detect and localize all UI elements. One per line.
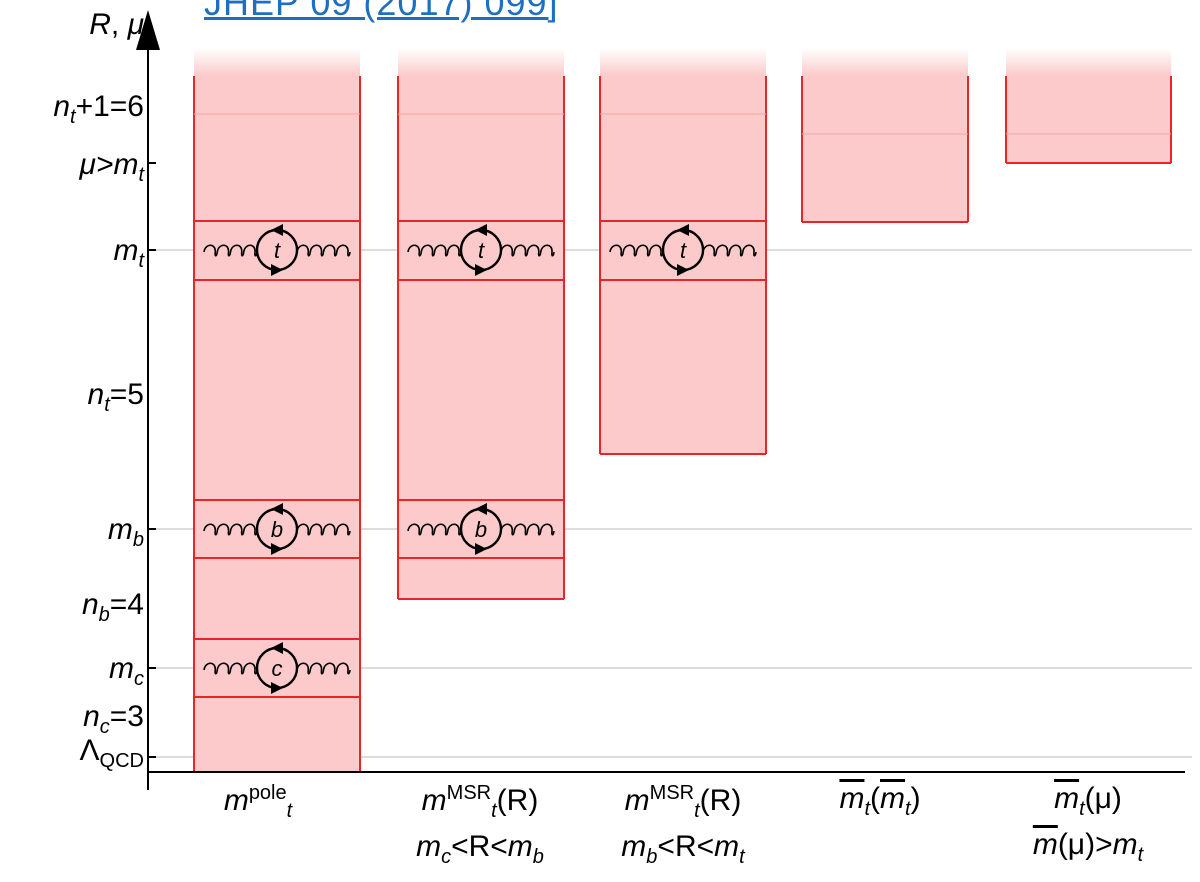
condition-msr-high: mb<R<mt <box>621 830 745 868</box>
arrow-left-icon <box>475 224 487 236</box>
arrow-left-icon <box>475 503 487 515</box>
label-mt: mt <box>113 234 144 272</box>
loop-letter: c <box>272 656 283 681</box>
label-nt-five: nt=5 <box>87 378 144 416</box>
gluon-left-coil <box>609 244 664 257</box>
loop-letter: b <box>475 517 487 542</box>
column-label-msbar-mu: mt(μ) m(μ)>mt <box>1032 782 1144 866</box>
label-lambda-qcd: ΛQCD <box>79 734 145 772</box>
axis-title-mu: μ <box>127 8 144 41</box>
column-msr-high-boxes <box>599 48 767 455</box>
gluon-left-coil <box>407 244 462 257</box>
column-label-msr-high: mMSRt(R) mb<R<mt <box>621 782 745 868</box>
quark-loop-group: t b c t b t <box>203 224 757 694</box>
msr-low-bottom-loop: b <box>407 503 555 555</box>
loop-letter: b <box>271 517 283 542</box>
column-label-pole: mpolet <box>223 782 293 822</box>
arrow-left-icon <box>271 224 283 236</box>
msr-low-top-loop: t <box>407 224 555 276</box>
label-mu-gt-mt: μ>mt <box>79 148 144 186</box>
msbar-mu-body <box>1006 76 1171 163</box>
arrow-right-icon <box>271 543 283 555</box>
gluon-left-coil <box>203 523 258 536</box>
label-nb-four: nb=4 <box>81 588 144 626</box>
gluon-left-coil <box>203 662 258 675</box>
pole-top-loop-box <box>193 220 361 281</box>
reference-link[interactable]: JHEP 09 (2017) 099] <box>204 0 559 23</box>
gluon-right-coil <box>500 244 555 257</box>
gluon-left-coil <box>407 523 462 536</box>
column-label-msbar-self: mt(mt) <box>839 782 921 820</box>
arrow-right-icon <box>271 264 283 276</box>
condition-msbar-mu: m(μ)>mt <box>1032 828 1144 866</box>
label-nc-three: nc=3 <box>83 700 144 738</box>
arrow-left-icon <box>271 503 283 515</box>
msbar-self-body <box>802 76 968 222</box>
label-nt-plus-one: nt+1=6 <box>53 90 144 128</box>
y-axis-title: R, μ <box>89 10 144 40</box>
loop-letter: t <box>274 238 281 263</box>
y-axis-arrow-icon <box>136 10 160 50</box>
msbar-self-fade <box>802 48 968 76</box>
pole-fade <box>194 48 360 76</box>
column-label-msr-low: mMSRt(R) mc<R<mb <box>416 782 544 868</box>
axis-title-r: R <box>89 8 111 41</box>
label-mb: mb <box>107 513 144 551</box>
pole-charm-loop-box <box>193 638 361 698</box>
gluon-right-coil <box>296 523 351 536</box>
gluon-right-coil <box>500 523 555 536</box>
arrow-right-icon <box>271 682 283 694</box>
condition-msr-low: mc<R<mb <box>416 830 544 868</box>
pole-body <box>194 76 360 772</box>
column-msbar-mu-boxes <box>1005 48 1172 164</box>
msr-low-top-loop-box <box>397 220 565 281</box>
msbar-mu-fade <box>1006 48 1171 76</box>
msr-high-fade <box>600 48 766 76</box>
msr-high-body <box>600 76 766 454</box>
arrow-right-icon <box>475 264 487 276</box>
gluon-right-coil <box>702 244 757 257</box>
axis-title-sep: , <box>110 8 128 41</box>
pole-bottom-loop-box <box>193 499 361 559</box>
arrow-left-icon <box>677 224 689 236</box>
loop-letter: t <box>680 238 687 263</box>
column-pole-boxes <box>193 48 361 773</box>
column-msbar-self-boxes <box>801 48 969 223</box>
pole-top-loop: t <box>203 224 351 276</box>
loop-letter: t <box>478 238 485 263</box>
msr-high-top-loop-box <box>599 220 767 281</box>
pole-bottom-loop: b <box>203 503 351 555</box>
gluon-right-coil <box>296 662 351 675</box>
gluon-left-coil <box>203 244 258 257</box>
arrow-right-icon <box>677 264 689 276</box>
msr-low-fade <box>398 48 564 76</box>
label-mc: mc <box>109 652 144 690</box>
arrow-right-icon <box>475 543 487 555</box>
arrow-left-icon <box>271 642 283 654</box>
gluon-right-coil <box>296 244 351 257</box>
msr-high-top-loop: t <box>609 224 757 276</box>
pole-charm-loop: c <box>203 642 351 694</box>
msr-low-bottom-loop-box <box>397 499 565 559</box>
